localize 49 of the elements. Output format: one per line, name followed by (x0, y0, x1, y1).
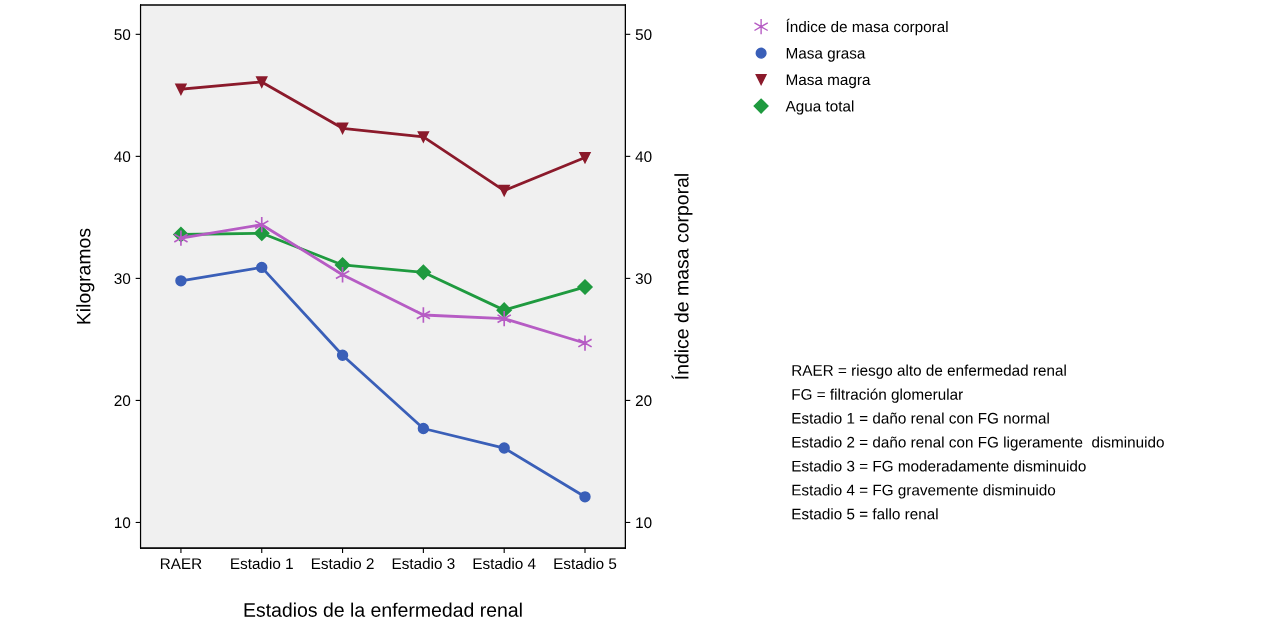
text: Estadio 4 = FG gravemente disminuido (792, 484, 1056, 499)
text: FG = filtración glomerular (792, 388, 963, 403)
y2-tick-label: 50 (635, 29, 652, 41)
y-tick-label: 10 (114, 517, 131, 529)
text: Estadio 1 = daño renal con FG normal (792, 412, 1049, 424)
point (336, 349, 349, 361)
y2-axis-title: Índice de masa corporal (671, 174, 693, 379)
y-tick-label: 50 (114, 29, 131, 41)
y2-tick-label: 30 (635, 273, 652, 285)
x-tick-label: Estadio 2 (311, 557, 374, 570)
x-tick-label: Estadio 1 (231, 557, 293, 570)
point (336, 122, 349, 134)
text: RAER = riesgo alto de enfermedad renal (792, 364, 1066, 379)
point (579, 491, 591, 503)
x-tick-label: Estadio 5 (554, 557, 617, 570)
legend-label: Masa magra (786, 74, 871, 89)
x-tick-label: Estadio 3 (392, 557, 455, 570)
point (498, 442, 510, 454)
y-tick-label: 30 (114, 273, 131, 285)
point (417, 422, 430, 435)
point (577, 279, 593, 295)
point (256, 76, 268, 88)
legend-label: Índice de masa corporal (786, 18, 948, 36)
y-axis-title: Kilogramos (76, 228, 95, 324)
point (334, 257, 351, 273)
text: Estadio 3 = FG moderadamente disminuido (792, 460, 1086, 472)
legend-label: Agua total (785, 100, 854, 115)
y2-tick-label: 10 (636, 517, 652, 529)
text: Estadio 5 = fallo renal (792, 508, 938, 520)
point (579, 151, 591, 164)
point (173, 229, 189, 247)
y-tick-label: 40 (114, 151, 131, 163)
y2-tick-label: 20 (635, 395, 652, 407)
point (175, 83, 187, 95)
point (577, 334, 593, 352)
text: Estadio 2 = daño renal con FG ligeramente disminuido (792, 436, 1164, 451)
y2-tick-label: 40 (635, 151, 652, 163)
point (417, 131, 430, 143)
point (415, 264, 432, 281)
point (175, 275, 187, 287)
x-axis-title: Estadios de la enfermedad renal (244, 602, 522, 617)
point (498, 184, 510, 197)
legend-label: Masa grasa (786, 47, 866, 62)
point (256, 261, 268, 274)
x-tick-label: Estadio 4 (473, 557, 536, 570)
x-tick-label: RAER (160, 558, 202, 569)
point (254, 216, 270, 234)
point (496, 310, 512, 328)
y-tick-label: 20 (114, 395, 131, 407)
